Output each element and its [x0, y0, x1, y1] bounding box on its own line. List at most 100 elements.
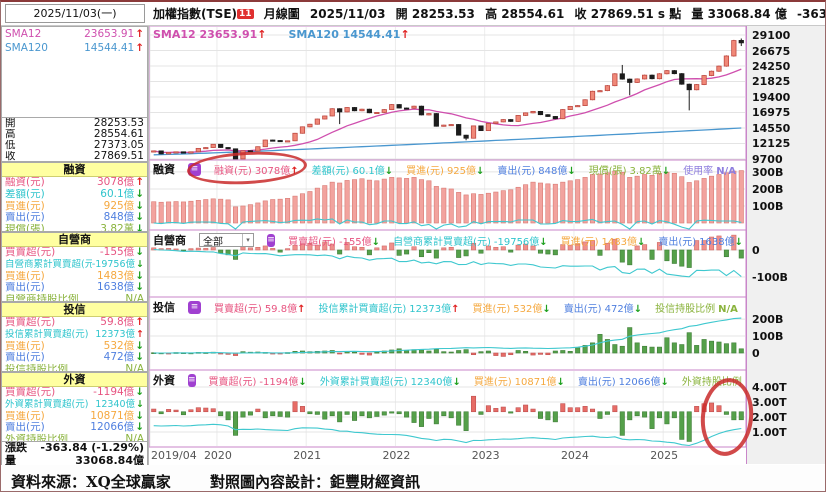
- trend-arrow-icon: ↓: [135, 421, 144, 434]
- period-scope-dropdown[interactable]: 全部 ▾: [199, 233, 254, 248]
- x-axis-label: 2022: [382, 449, 411, 462]
- top-bar: 2025/11/03(一) 加權指數(TSE) 11 月線圖 2025/11/03…: [1, 2, 825, 26]
- panel-stat: 買進(元) 532億↓: [472, 300, 550, 315]
- sidebar-section-投信: 投信 買賣超(元) 59.8億↑ 投信累計買賣超(元) 12373億↑ 買進(元) 532億…: [1, 302, 148, 372]
- row-value-wrap: 10871億↓: [90, 410, 144, 423]
- section-row: 現償(張) 3.82萬↓: [2, 223, 147, 231]
- summary-row: 量 33068.84億: [2, 453, 147, 468]
- dropdown-arrow-icon[interactable]: ▾: [241, 234, 253, 246]
- panel-name-label: 外資: [153, 374, 175, 387]
- section-row: 差額(元) 60.1億↓: [2, 187, 147, 201]
- trend-arrow-icon: ↓: [136, 258, 144, 270]
- section-row: 買進(元) 1483億↓: [2, 270, 147, 283]
- row-value-wrap: 848億↓: [103, 211, 144, 224]
- row-label: 買賣超(元): [5, 317, 56, 328]
- trend-arrow-icon: ↓: [556, 376, 565, 388]
- panel-header-自營商: 自營商 全部 ▾ ≡ 買賣超(元) -155億↓ 自營商累計買賣超(元) -19756億↓ 買進…: [153, 232, 743, 248]
- trend-arrow-icon: ↓: [539, 236, 548, 248]
- stat-value: 472億: [604, 303, 634, 315]
- stat-value: 12373億: [409, 303, 452, 315]
- row-label: 買進(元): [5, 410, 45, 422]
- row-value: 3078億: [96, 176, 135, 188]
- panel-stat: 買進(元) 925億↓: [406, 162, 484, 177]
- panel-stat: 買進(元) 10871億↓: [474, 373, 565, 388]
- row-label: 融資(元): [5, 177, 45, 188]
- stat-value: 925億: [446, 165, 477, 177]
- trend-arrow-icon: ↑: [257, 28, 267, 41]
- row-value: N/A: [125, 363, 144, 372]
- axis-tick-label: 0: [752, 243, 760, 257]
- sidebar-ohlc-box: 開 28253.53 高 28554.61 低 27373.05 收 27869.51: [1, 118, 148, 162]
- sidebar-section-自營商: 自營商 買賣超(元) -155億↓ 自營商累計買賣超(元) -19756億↓ 買進(元) 1…: [1, 232, 148, 302]
- row-value-wrap: -155億↓: [100, 246, 144, 259]
- date-display[interactable]: 2025/11/03(一): [5, 4, 145, 23]
- trend-arrow-icon: ↑: [135, 42, 144, 54]
- panel-stat: 使用率 N/A: [683, 162, 736, 177]
- panel-name-label: 投信: [153, 301, 175, 314]
- section-header: 自營商: [2, 232, 147, 247]
- stat-value: 12340億: [410, 376, 453, 388]
- row-label: 賣出(元): [5, 352, 45, 364]
- row-value: 12340億: [95, 398, 136, 410]
- axis-tick-label: 9700: [752, 152, 783, 166]
- sidebar-section-融資: 融資 融資(元) 3078億↑ 差額(元) 60.1億↓ 買進(元) 925億↓ 賣出(元) 8…: [1, 162, 148, 232]
- period-selector[interactable]: 月線圖: [263, 7, 300, 21]
- section-row: 自營商累計買賣超(元) -19756億↓: [2, 259, 147, 271]
- row-label: 買進(元): [5, 200, 45, 212]
- axis-tick-label: 200B: [752, 182, 784, 196]
- stat-value: 1638億: [699, 236, 735, 248]
- stat-label: 自營商累計買賣超(元): [393, 236, 491, 248]
- axis-tick-label: 0: [752, 347, 760, 361]
- panel-header-外資: 外資 ≡ 買賣超(元) -1194億↓ 外資累計買賣超(元) 12340億↓ 買進(元) 10…: [153, 372, 743, 388]
- row-value: 60.1億: [100, 187, 135, 200]
- row-label: 外資累計買賣超(元): [5, 398, 89, 410]
- x-axis-label: 2024: [560, 449, 589, 462]
- row-label: 買進(元): [5, 270, 45, 282]
- indicator-settings-icon[interactable]: ≡: [188, 300, 201, 314]
- section-row: 融資(元) 3078億↑: [2, 176, 147, 189]
- panel-stat: 賣出(元) 848億↓: [497, 162, 575, 177]
- sma-value: 23653.91: [84, 28, 135, 40]
- row-value-wrap: 59.8億↑: [100, 316, 144, 329]
- stat-label: 外資持股比例: [681, 376, 742, 388]
- legend-sma12: SMA12 23653.91: [153, 28, 258, 41]
- x-axis-label: 2020: [203, 449, 232, 462]
- indicator-settings-icon[interactable]: ≡: [188, 373, 196, 387]
- stat-value: 3078億: [254, 165, 291, 177]
- row-value: 12373億: [95, 328, 136, 340]
- row-value: 848億: [103, 211, 135, 224]
- axis-tick-label: 200B: [752, 313, 784, 327]
- panel-stat: 買賣超(元) -1194億↓: [209, 373, 307, 388]
- sidebar-section-外資: 外資 買賣超(元) -1194億↓ 外資累計買賣超(元) 12340億↓ 買進(元) 108…: [1, 372, 148, 442]
- panel-header-投信: 投信 ≡ 買賣超(元) 59.8億↑ 投信累計買賣超(元) 12373億↑ 買進(元) 532…: [153, 299, 743, 315]
- axis-tick-label: 26675: [752, 44, 791, 58]
- stat-label: 賣出(元): [563, 303, 602, 315]
- indicator-settings-icon[interactable]: ≡: [266, 233, 276, 247]
- row-value-wrap: -1194億↓: [93, 386, 144, 399]
- panel-stat: 外資累計買賣超(元) 12340億↓: [320, 373, 461, 388]
- stat-label: 買進(元): [560, 236, 599, 248]
- chart-title: 加權指數(TSE) 11 月線圖 2025/11/03 開 28253.53 高 …: [153, 5, 825, 22]
- indicator-settings-icon[interactable]: ≡: [188, 162, 201, 176]
- sidebar-sma-row: SMA12 23653.91↑: [2, 27, 147, 41]
- trend-arrow-icon: ↓: [384, 165, 394, 177]
- trend-arrow-icon: ↓: [542, 303, 551, 315]
- axis-tick-label: 14550: [752, 121, 791, 135]
- trend-arrow-icon: ↓: [135, 211, 144, 224]
- stat-label: 買進(元): [472, 303, 511, 315]
- row-value: 472億: [103, 351, 135, 364]
- trend-arrow-icon: ↓: [136, 398, 144, 410]
- stat-label: 外資累計買賣超(元): [319, 376, 408, 388]
- change-value: -363.84 (-1.29%): [797, 7, 825, 21]
- x-axis-label: 2025: [650, 449, 679, 462]
- instrument-name: 加權指數(TSE): [153, 7, 237, 21]
- summary-label: 量: [5, 453, 16, 467]
- axis-tick-label: 12125: [752, 137, 791, 151]
- stat-value: 532億: [513, 303, 543, 315]
- row-value-wrap: 12373億↑: [95, 329, 144, 341]
- design-credit-text: 對照圖內容設計：鉅豐財經資訊: [209, 473, 420, 491]
- stat-label: 投信持股比例: [655, 303, 716, 315]
- trend-arrow-icon: ↓: [636, 236, 646, 248]
